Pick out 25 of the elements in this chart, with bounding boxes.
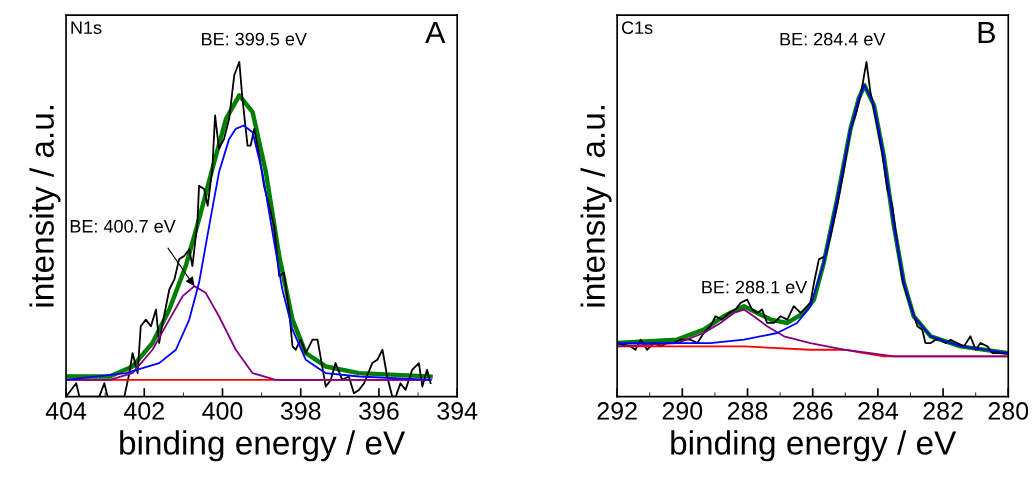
x-axis-title: binding energy / eV [671,430,957,462]
x-tick-label: 280 [988,402,1029,420]
x-tick-label: 400 [202,402,243,420]
annotation: BE: 288.1 eV [702,280,808,294]
x-tick-label: 286 [793,402,833,420]
x-tick-label: 404 [45,402,87,420]
text: A [425,21,446,43]
x-axis-title: binding energy / eV [120,430,406,462]
text: C1s [621,21,653,35]
text: BE: 284.4 eV [780,32,886,46]
text: BE: 399.5 eV [202,32,307,46]
y-axis-title: intensity / a.u. [580,106,612,307]
x-tick-label: 282 [923,402,963,420]
text: N1s [71,21,102,35]
x-tick-label: 396 [359,402,399,420]
x-tick-label: 290 [662,402,703,420]
x-tick-label: 394 [437,402,478,420]
annotation: BE: 400.7 eV [70,219,176,233]
x-tick-label: 402 [123,402,164,420]
x-tick-label: 284 [858,402,899,420]
y-axis-title: intensity / a.u. [29,106,61,307]
x-tick-label: 292 [597,402,637,420]
x-tick-label: 288 [727,402,768,420]
text: B [978,21,995,43]
x-tick-label: 398 [280,402,321,420]
